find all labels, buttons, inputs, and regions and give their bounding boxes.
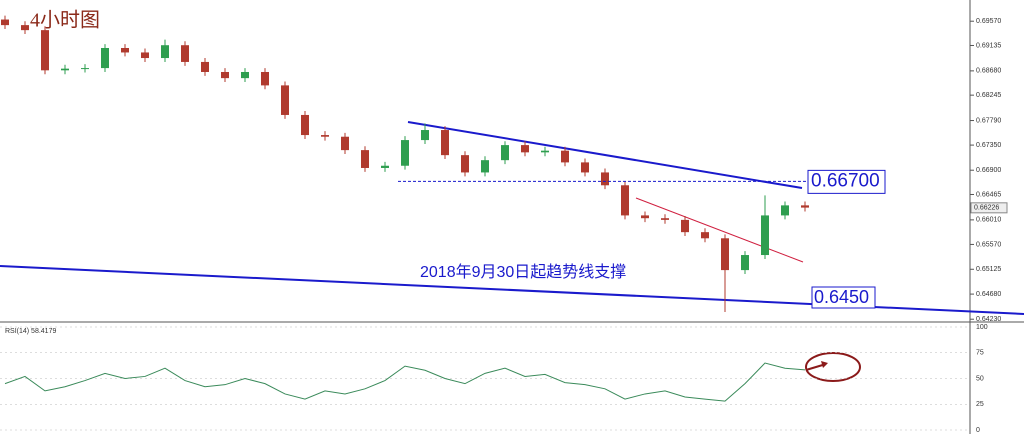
candle-body: [381, 165, 389, 168]
candle-body: [441, 130, 449, 156]
y-tick-label: 0.69570: [976, 18, 1001, 25]
candle-body: [761, 215, 769, 256]
candle-body: [741, 255, 749, 271]
candle-body: [561, 150, 569, 163]
y-tick-label: 0.68680: [976, 68, 1001, 75]
upper-trendline: [407, 121, 803, 189]
annotation-box: [811, 286, 876, 309]
red-trendline: [635, 197, 804, 263]
candle-body: [141, 52, 149, 59]
candle-body: [421, 130, 429, 141]
annotation-label: 0.6450: [814, 287, 869, 307]
candle-body: [721, 238, 729, 271]
candle-body: [101, 47, 109, 69]
candle-body: [581, 162, 589, 173]
candle-body: [21, 25, 29, 31]
last-price-label: 0.66226: [974, 205, 999, 212]
trendline-note: 2018年9月30日起趋势线支撑: [420, 263, 626, 281]
chart-title: 4小时图: [30, 9, 100, 32]
candle-body: [201, 61, 209, 72]
rsi-line: [4, 362, 806, 402]
candle-body: [481, 160, 489, 173]
candle-body: [401, 140, 409, 166]
candle-body: [701, 232, 709, 239]
candle-body: [161, 45, 169, 59]
candle-body: [41, 30, 49, 71]
y-tick-label: 0.68245: [976, 92, 1001, 99]
candle-body: [261, 71, 269, 86]
candle-body: [81, 68, 89, 70]
rsi-tick-label: 0: [976, 427, 980, 434]
rsi-tick-label: 25: [976, 401, 984, 408]
candle-body: [121, 47, 129, 53]
candle-body: [461, 155, 469, 173]
y-tick-label: 0.65570: [976, 241, 1001, 248]
candle-body: [501, 145, 509, 161]
y-tick-label: 0.67790: [976, 117, 1001, 124]
candle-body: [681, 219, 689, 233]
y-tick-label: 0.66010: [976, 217, 1001, 224]
rsi-tick-label: 50: [976, 375, 984, 382]
rsi-label: RSI(14) 58.4179: [5, 328, 56, 335]
rsi-tick-label: 75: [976, 350, 984, 357]
candle-body: [341, 136, 349, 151]
y-tick-label: 0.65125: [976, 266, 1001, 273]
candle-body: [361, 150, 369, 168]
candle-body: [181, 45, 189, 62]
y-tick-label: 0.64680: [976, 291, 1001, 298]
candle-body: [61, 68, 69, 71]
y-tick-label: 0.67350: [976, 142, 1001, 149]
candle-body: [321, 135, 329, 137]
candle-body: [621, 185, 629, 216]
annotation-box: [807, 169, 886, 194]
candle-body: [781, 205, 789, 216]
last-price-box: [970, 202, 1008, 214]
rsi-tick-label: 100: [976, 324, 988, 331]
y-tick-label: 0.64230: [976, 316, 1001, 323]
candle-body: [601, 172, 609, 186]
annotation-label: 0.66700: [811, 170, 880, 191]
candle-body: [801, 205, 809, 208]
y-tick-label: 0.66465: [976, 191, 1001, 198]
candle-body: [541, 150, 549, 153]
candle-body: [301, 114, 309, 136]
candle-body: [661, 218, 669, 220]
candle-body: [521, 145, 529, 153]
candle-body: [221, 71, 229, 79]
rsi-highlight: [805, 352, 861, 382]
candle-body: [281, 85, 289, 115]
candle-body: [641, 215, 649, 219]
y-tick-label: 0.69135: [976, 42, 1001, 49]
rsi-arrowhead: [821, 361, 828, 368]
candle-body: [1, 19, 9, 26]
y-tick-label: 0.66900: [976, 167, 1001, 174]
candle-body: [241, 71, 249, 79]
